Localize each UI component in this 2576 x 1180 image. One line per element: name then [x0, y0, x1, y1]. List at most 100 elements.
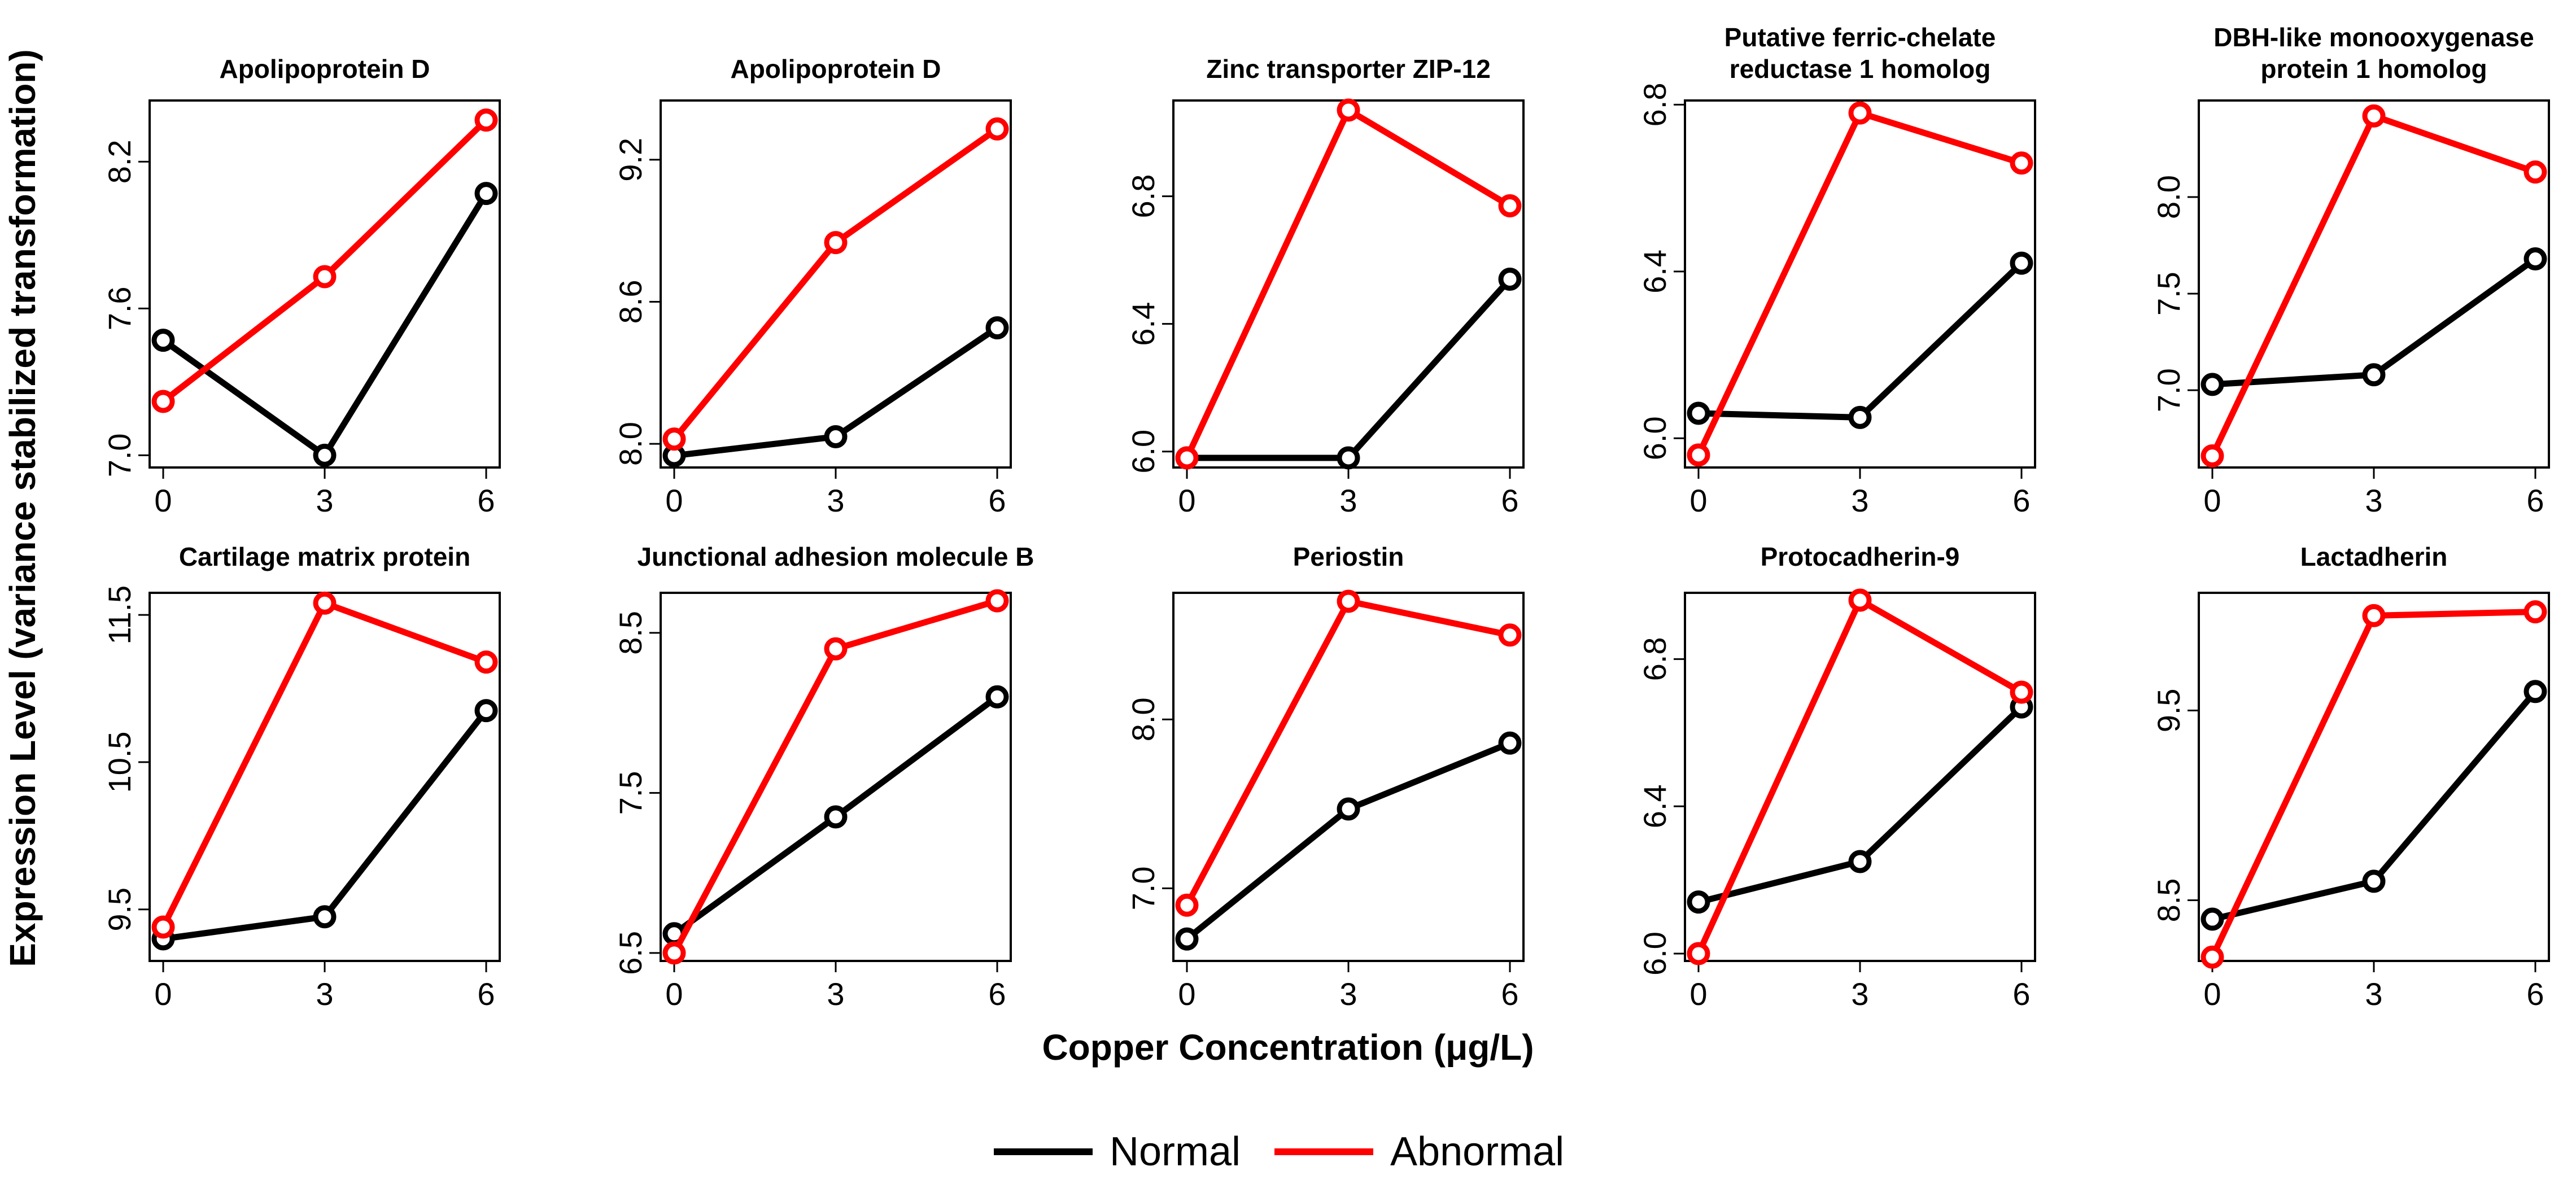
- series-line-normal: [1185, 740, 1512, 942]
- y-tick-label: 6.4: [1125, 302, 1161, 346]
- x-tick-label: 6: [477, 976, 495, 1012]
- series-line-normal: [1187, 277, 1513, 461]
- x-tick-label: 6: [988, 976, 1006, 1012]
- panel-title: Lactadherin: [2300, 542, 2448, 571]
- y-tick-label: 8.0: [2151, 175, 2186, 219]
- x-tick-label: 3: [2365, 976, 2382, 1012]
- data-point-normal: [2200, 373, 2224, 396]
- panel-7: Junctional adhesion molecule B 0 3 6 6.5 7.5 8…: [613, 542, 1034, 1012]
- y-tick-label: 8.5: [2151, 879, 2186, 923]
- y-tick-label: 6.0: [1637, 932, 1673, 976]
- series-line-abnormal: [1695, 597, 2023, 955]
- data-point-normal: [2362, 869, 2386, 893]
- y-tick-label: 6.4: [1637, 784, 1673, 828]
- legend-item-normal: Normal: [994, 1129, 1241, 1175]
- y-tick-label: 9.5: [2151, 688, 2186, 732]
- data-point-normal: [2523, 247, 2547, 271]
- legend-swatch-normal: [994, 1148, 1093, 1155]
- y-tick-label: 7.0: [1125, 866, 1161, 910]
- data-point-normal: [1337, 446, 1360, 470]
- data-point-abnormal: [313, 591, 337, 615]
- x-tick-label: 6: [2012, 483, 2030, 518]
- x-tick-label: 0: [1689, 976, 1707, 1012]
- data-point-normal: [1848, 405, 1872, 429]
- data-point-normal: [151, 329, 175, 352]
- panel-3: Zinc transporter ZIP-12 0 3 6 6.0 6.4 6.8: [1125, 54, 1525, 518]
- x-tick-label: 0: [1689, 483, 1707, 518]
- x-tick-label: 3: [316, 976, 333, 1012]
- y-tick-label: 7.5: [2151, 272, 2186, 316]
- series-line-abnormal: [1184, 598, 1511, 907]
- legend-swatch-abnormal: [1274, 1148, 1374, 1155]
- data-point-normal: [1175, 927, 1199, 951]
- y-tick-label: 7.0: [2151, 368, 2186, 412]
- x-tick-label: 3: [316, 483, 333, 518]
- y-tick-label: 10.5: [102, 731, 137, 793]
- series-line-abnormal: [2210, 112, 2536, 457]
- panel-frame: [1684, 592, 2036, 962]
- data-point-abnormal: [151, 390, 175, 413]
- x-tick-label: 0: [2203, 483, 2221, 518]
- x-tick-label: 0: [1178, 976, 1195, 1012]
- series-line-normal: [161, 191, 489, 458]
- x-axis-title: Copper Concentration (μg/L): [1042, 1027, 1534, 1068]
- x-tick-label: 3: [1339, 483, 1357, 518]
- data-point-normal: [1498, 268, 1522, 291]
- x-tick-label: 6: [2526, 976, 2544, 1012]
- data-point-abnormal: [1175, 893, 1199, 917]
- data-point-abnormal: [2362, 604, 2386, 627]
- data-point-abnormal: [474, 650, 498, 674]
- panel-title: protein 1 homolog: [2260, 54, 2487, 84]
- data-point-abnormal: [2523, 600, 2547, 624]
- panel-title: reductase 1 homolog: [1730, 54, 1991, 84]
- data-point-abnormal: [985, 589, 1009, 613]
- data-point-abnormal: [2010, 151, 2033, 175]
- y-tick-label: 8.2: [102, 139, 137, 183]
- panel-title: Protocadherin-9: [1761, 542, 1960, 571]
- panel-1: Apolipoprotein D 0 3 6 7.0 7.6 8.2: [102, 54, 501, 518]
- series-line-abnormal: [1184, 107, 1512, 460]
- panel-9: Protocadherin-9 0 3 6 6.0 6.4 6.8: [1637, 542, 2036, 1012]
- x-tick-label: 0: [2203, 976, 2221, 1012]
- panel-6: Cartilage matrix protein 0 3 6 9.5 10.5 11.5: [102, 542, 501, 1012]
- data-point-normal: [2362, 363, 2386, 387]
- data-point-abnormal: [2362, 104, 2386, 128]
- x-tick-label: 6: [1501, 976, 1518, 1012]
- data-point-abnormal: [824, 637, 848, 661]
- x-tick-label: 0: [665, 483, 683, 518]
- data-point-abnormal: [1337, 98, 1360, 122]
- data-point-normal: [2010, 251, 2033, 275]
- panel-title: Zinc transporter ZIP-12: [1206, 54, 1491, 84]
- data-point-abnormal: [2200, 945, 2224, 969]
- x-tick-label: 6: [1501, 483, 1518, 518]
- panel-8: Periostin 0 3 6 7.0 8.0: [1125, 542, 1525, 1012]
- legend-label-normal: Normal: [1110, 1129, 1241, 1174]
- y-tick-label: 9.2: [613, 138, 648, 182]
- y-tick-label: 7.6: [102, 286, 137, 330]
- y-tick-label: 6.0: [1125, 430, 1161, 474]
- data-point-abnormal: [1848, 101, 1872, 125]
- x-tick-label: 0: [1178, 483, 1195, 518]
- y-tick-label: 9.5: [102, 888, 137, 932]
- data-point-abnormal: [1687, 942, 1710, 965]
- data-point-normal: [824, 805, 848, 829]
- data-point-normal: [2200, 907, 2224, 931]
- series-line-abnormal: [1696, 110, 2023, 457]
- data-point-abnormal: [474, 108, 498, 132]
- y-tick-label: 6.5: [613, 931, 648, 975]
- series-line-normal: [1698, 261, 2024, 421]
- x-tick-label: 6: [2012, 976, 2030, 1012]
- data-point-normal: [985, 685, 1009, 709]
- data-point-abnormal: [2523, 160, 2547, 184]
- data-point-abnormal: [151, 915, 175, 939]
- series-line-abnormal: [160, 600, 487, 929]
- data-point-abnormal: [1687, 443, 1710, 467]
- legend-label-abnormal: Abnormal: [1390, 1129, 1565, 1174]
- data-point-normal: [474, 699, 498, 723]
- panel-frame: [1172, 99, 1525, 469]
- x-tick-label: 6: [477, 483, 495, 518]
- data-point-normal: [1337, 797, 1360, 821]
